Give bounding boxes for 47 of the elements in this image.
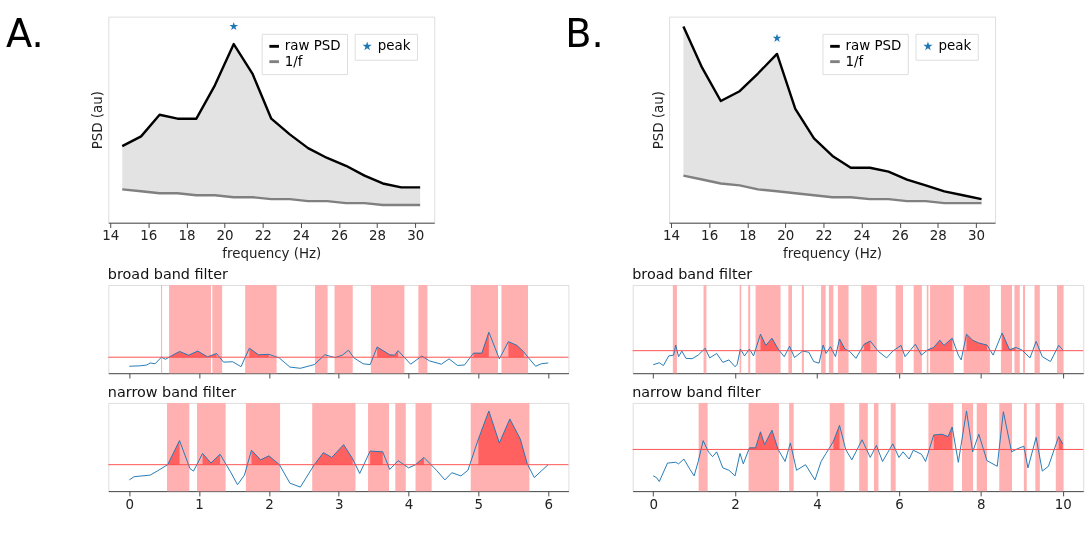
x-tick-label: 0 <box>125 496 135 512</box>
x-tick-label: 2 <box>265 496 274 512</box>
legend-label: 1/f <box>845 53 864 69</box>
x-tick-label: 4 <box>813 496 822 512</box>
x-tick-label: 30 <box>407 228 425 244</box>
legend-label: raw PSD <box>284 38 341 54</box>
x-tick-label: 1 <box>195 496 204 512</box>
x-tick-label: 28 <box>929 228 947 244</box>
x-axis-title: frequency (Hz) <box>783 245 883 261</box>
x-tick-label: 18 <box>739 228 757 244</box>
legend-label: peak <box>938 38 972 54</box>
x-tick-label: 24 <box>292 228 310 244</box>
x-tick-label: 18 <box>178 228 196 244</box>
legend-label: 1/f <box>284 53 303 69</box>
chart-title: A. <box>6 11 44 57</box>
x-tick-label: 26 <box>330 228 348 244</box>
legend-label: raw PSD <box>845 38 902 54</box>
x-axis-title: frequency (Hz) <box>222 245 322 261</box>
x-tick-label: 14 <box>102 228 120 244</box>
x-tick-label: 20 <box>216 228 234 244</box>
x-tick-label: 16 <box>701 228 719 244</box>
y-axis-title: PSD (au) <box>650 90 666 150</box>
x-tick-label: 20 <box>777 228 795 244</box>
x-tick-label: 6 <box>544 496 553 512</box>
chart-title: narrow band filter <box>107 384 237 401</box>
x-tick-label: 0 <box>649 496 658 512</box>
chart-title: broad band filter <box>107 266 229 283</box>
x-tick-label: 5 <box>474 496 484 512</box>
x-tick-label: 10 <box>1054 496 1072 512</box>
x-tick-label: 16 <box>140 228 158 244</box>
y-axis-title: PSD (au) <box>90 90 106 150</box>
x-tick-label: 30 <box>967 228 985 244</box>
x-tick-label: 3 <box>334 496 344 512</box>
chart-title: narrow band filter <box>632 384 761 401</box>
x-tick-label: 22 <box>254 228 272 244</box>
x-tick-label: 26 <box>891 228 909 244</box>
x-tick-label: 8 <box>977 496 986 512</box>
x-tick-label: 22 <box>815 228 833 244</box>
legend-label: peak <box>377 38 411 54</box>
x-tick-label: 2 <box>731 496 740 512</box>
x-tick-label: 14 <box>662 228 681 244</box>
x-tick-label: 6 <box>895 496 904 512</box>
x-tick-label: 4 <box>404 496 414 512</box>
chart-title: broad band filter <box>632 266 753 283</box>
chart-title: B. <box>565 11 604 57</box>
x-tick-label: 28 <box>369 228 387 244</box>
x-tick-label: 24 <box>853 228 871 244</box>
